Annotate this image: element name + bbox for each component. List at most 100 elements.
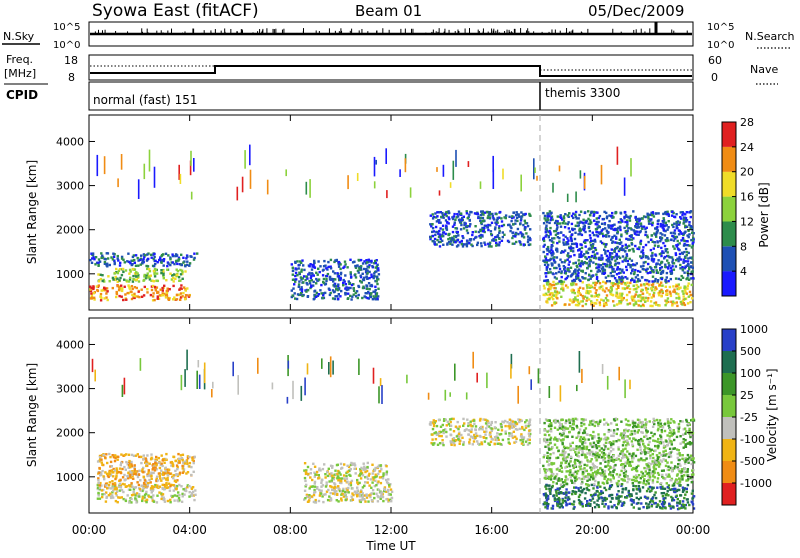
heatmap-cell xyxy=(134,262,136,264)
heatmap-cell xyxy=(181,264,183,266)
heatmap-streak xyxy=(374,157,376,177)
heatmap-cell xyxy=(119,262,121,264)
heatmap-cell xyxy=(626,255,628,257)
heatmap-cell xyxy=(675,277,677,279)
heatmap-cell xyxy=(119,489,121,491)
heatmap-cell xyxy=(163,258,165,260)
heatmap-cell xyxy=(627,263,629,265)
heatmap-cell xyxy=(326,275,328,277)
heatmap-cell xyxy=(514,421,516,423)
heatmap-cell xyxy=(544,215,546,217)
heatmap-cell xyxy=(159,486,161,488)
heatmap-cell xyxy=(174,460,176,462)
heatmap-cell xyxy=(494,421,496,423)
heatmap-cell xyxy=(584,277,586,279)
heatmap-cell xyxy=(519,428,521,430)
heatmap-cell xyxy=(668,264,670,266)
heatmap-cell xyxy=(336,272,338,274)
heatmap-cell xyxy=(495,239,497,241)
heatmap-cell xyxy=(637,223,639,225)
heatmap-cell xyxy=(138,291,140,293)
heatmap-cell xyxy=(468,242,470,244)
heatmap-cell xyxy=(692,242,694,244)
heatmap-cell xyxy=(668,484,670,486)
heatmap-cell xyxy=(475,425,477,427)
heatmap-cell xyxy=(640,300,642,302)
heatmap-cell xyxy=(315,278,317,280)
heatmap-cell xyxy=(679,253,681,255)
heatmap-cell xyxy=(642,304,644,306)
heatmap-cell xyxy=(147,272,149,274)
heatmap-cell xyxy=(687,263,689,265)
heatmap-cell xyxy=(175,481,177,483)
heatmap-cell xyxy=(660,225,662,227)
heatmap-cell xyxy=(490,427,492,429)
heatmap-cell xyxy=(600,286,602,288)
heatmap-cell xyxy=(310,286,312,288)
heatmap-cell xyxy=(142,258,144,260)
heatmap-cell xyxy=(614,248,616,250)
heatmap-cell xyxy=(344,293,346,295)
heatmap-cell xyxy=(146,291,148,293)
heatmap-cell xyxy=(639,219,641,221)
heatmap-cell xyxy=(154,286,156,288)
heatmap-cell xyxy=(618,242,620,244)
heatmap-cell xyxy=(172,464,174,466)
heatmap-cell xyxy=(558,240,560,242)
heatmap-cell xyxy=(105,292,107,294)
heatmap-cell xyxy=(647,272,649,274)
heatmap-cell xyxy=(370,478,372,480)
heatmap-cell xyxy=(122,483,124,485)
heatmap-cell xyxy=(432,240,434,242)
heatmap-cell xyxy=(385,498,387,500)
heatmap-cell xyxy=(665,286,667,288)
heatmap-cell xyxy=(627,238,629,240)
heatmap-cell xyxy=(627,260,629,262)
heatmap-cell xyxy=(158,472,160,474)
heatmap-cell xyxy=(645,483,647,485)
heatmap-streak xyxy=(242,177,244,193)
heatmap-cell xyxy=(484,433,486,435)
ytick-label: 1000 xyxy=(56,268,84,281)
heatmap-cell xyxy=(606,265,608,267)
heatmap-cell xyxy=(556,242,558,244)
heatmap-cell xyxy=(131,294,133,296)
heatmap-cell xyxy=(644,496,646,498)
heatmap-cell xyxy=(594,284,596,286)
heatmap-cell xyxy=(147,482,149,484)
heatmap-cell xyxy=(373,277,375,279)
heatmap-cell xyxy=(463,441,465,443)
heatmap-cell xyxy=(443,217,445,219)
heatmap-cell xyxy=(554,497,556,499)
heatmap-cell xyxy=(591,302,593,304)
station-title: Syowa East (fitACF) xyxy=(92,1,259,21)
heatmap-cell xyxy=(125,269,127,271)
heatmap-cell xyxy=(431,231,433,233)
heatmap-cell xyxy=(313,266,315,268)
heatmap-cell xyxy=(684,231,686,233)
heatmap-streak xyxy=(138,179,140,199)
heatmap-cell xyxy=(318,278,320,280)
heatmap-cell xyxy=(569,299,571,301)
heatmap-cell xyxy=(580,229,582,231)
heatmap-cell xyxy=(581,276,583,278)
heatmap-cell xyxy=(611,494,613,496)
heatmap-cell xyxy=(103,478,105,480)
heatmap-cell xyxy=(551,250,553,252)
heatmap-cell xyxy=(358,259,360,261)
heatmap-cell xyxy=(338,293,340,295)
heatmap-cell xyxy=(631,500,633,502)
heatmap-cell xyxy=(586,286,588,288)
heatmap-cell xyxy=(127,475,129,477)
heatmap-cell xyxy=(295,272,297,274)
heatmap-cell xyxy=(366,272,368,274)
heatmap-cell xyxy=(500,217,502,219)
heatmap-cell xyxy=(584,497,586,499)
heatmap-cell xyxy=(324,265,326,267)
heatmap-cell xyxy=(605,503,607,505)
heatmap-cell xyxy=(345,475,347,477)
heatmap-cell xyxy=(567,223,569,225)
heatmap-cell xyxy=(652,481,654,483)
heatmap-cell xyxy=(331,278,333,280)
